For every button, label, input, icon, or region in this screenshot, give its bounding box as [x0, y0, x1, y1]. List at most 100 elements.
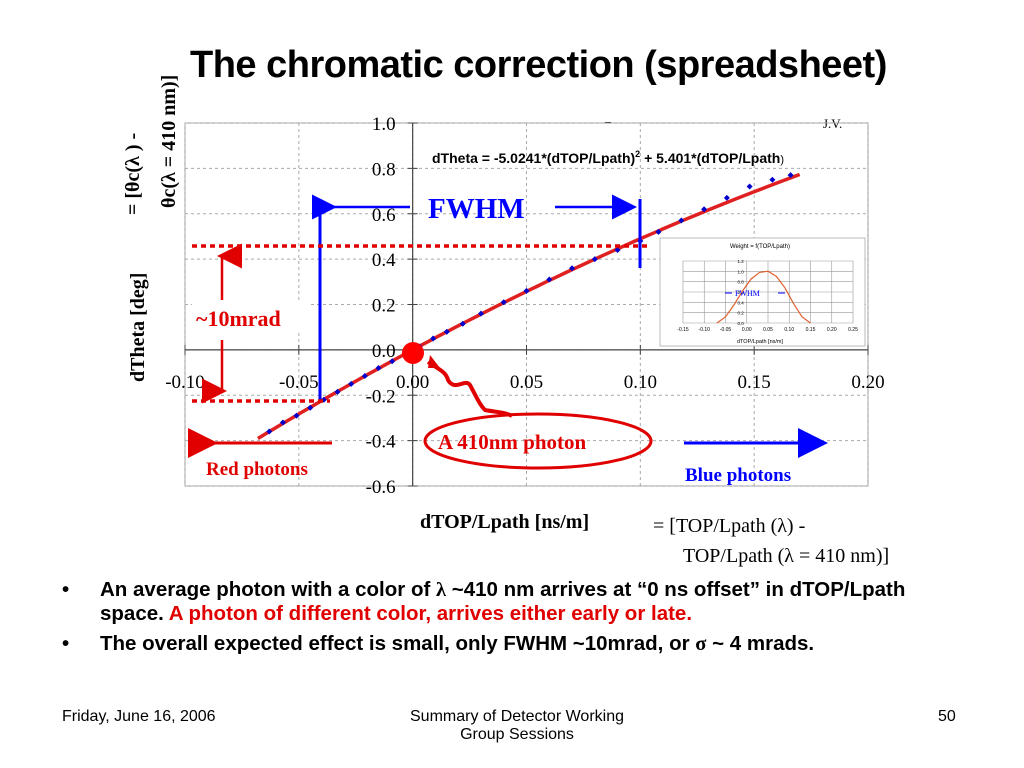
- footer-page-number: 50: [938, 708, 956, 725]
- footer-date: Friday, June 16, 2006: [62, 708, 216, 725]
- data-point: [293, 412, 300, 419]
- main-axes: [184, 122, 869, 487]
- photon-squiggle-head: [428, 355, 440, 368]
- y-tick-label: 0.2: [372, 296, 396, 317]
- data-point: [443, 328, 450, 335]
- y-tick-label: -0.6: [366, 477, 396, 498]
- inset-x-tick-label: 0.00: [742, 327, 752, 333]
- x-tick-label: -0.10: [165, 372, 205, 393]
- bullet-2-sigma: σ: [695, 633, 707, 655]
- x-axis-label: dTOP/Lpath [ns/m]: [420, 511, 589, 533]
- inset-x-label: dTOP/Lpath [ns/m]: [737, 339, 784, 345]
- bullet-1-seg-1: An average photon with a color of: [100, 578, 436, 601]
- bullet-1-red-text: A photon of different color, arrives eit…: [168, 602, 693, 625]
- data-point: [348, 380, 355, 387]
- data-point: [746, 183, 753, 190]
- y-tick-label: 0.0: [372, 341, 396, 362]
- data-point: [591, 256, 598, 263]
- data-point: [723, 194, 730, 201]
- data-point: [523, 287, 530, 294]
- slide-title: The chromatic correction (spreadsheet): [190, 44, 887, 86]
- data-point: [477, 310, 484, 317]
- mrad-label-bg: [192, 303, 310, 333]
- fwhm-label: FWHM: [428, 193, 525, 225]
- y-axis-alt-label-2: θc(λ = 410 nm)]: [158, 75, 180, 208]
- inset-x-tick-label: 0.10: [784, 327, 794, 333]
- bullet-1-lambda: λ: [436, 579, 447, 601]
- data-point: [266, 428, 273, 435]
- x-tick-label: 0.05: [510, 372, 543, 393]
- y-tick-label: 0.4: [372, 250, 396, 271]
- data-point: [701, 206, 708, 213]
- blue-photons-label: Blue photons: [685, 465, 791, 486]
- inset-y-tick-label: 0.0: [737, 321, 744, 326]
- inset-y-tick-label: 0.6: [737, 290, 744, 295]
- inset-x-tick-label: -0.10: [699, 327, 711, 333]
- inset-x-tick-label: -0.15: [677, 327, 689, 333]
- data-point: [459, 320, 466, 327]
- x-tick-label: -0.05: [279, 372, 319, 393]
- data-point: [307, 404, 314, 411]
- inset-x-tick-label: 0.05: [763, 327, 773, 333]
- bullet-2-seg-3: ~ 4 mrads.: [706, 632, 815, 655]
- fit-equation: dTheta = -5.0241*(dTOP/Lpath)2 + 5.401*(…: [432, 149, 784, 166]
- inset-y-tick-labels: 1.2 1.0 0.8 0.6 0.4 0.2 0.0: [737, 259, 744, 326]
- inset-fwhm-label: FWHM: [735, 289, 760, 298]
- mrad-label: ~10mrad: [196, 306, 281, 331]
- x-tick-label: 0.10: [624, 372, 657, 393]
- bullet-2: • The overall expected effect is small, …: [62, 632, 962, 656]
- y-axis-label: dTheta [deg]: [127, 273, 149, 382]
- data-point: [361, 372, 368, 379]
- bullet-1: • An average photon with a color of λ ~4…: [62, 578, 962, 626]
- data-point: [787, 172, 794, 179]
- y-tick-label: 0.8: [372, 159, 396, 180]
- footer-center-line-1: Summary of Detector Working: [410, 708, 624, 725]
- x-tick-label: 0.20: [851, 372, 884, 393]
- photon-410-dot: [402, 342, 424, 364]
- data-point: [500, 299, 507, 306]
- bullet-list: • An average photon with a color of λ ~4…: [62, 578, 962, 662]
- inset-title: Weight = f(TOP/Lpath): [730, 244, 790, 250]
- stray-dash: –: [604, 114, 612, 128]
- inset-x-tick-label: 0.15: [806, 327, 816, 333]
- inset-x-tick-label: -0.05: [720, 327, 732, 333]
- y-tick-label: 0.6: [372, 205, 396, 226]
- y-tick-label: -0.2: [366, 386, 396, 407]
- bullet-2-seg-1: The overall expected effect is small, on…: [100, 632, 696, 655]
- inset-y-tick-label: 0.4: [737, 300, 744, 305]
- x-tick-label: 0.00: [396, 372, 429, 393]
- inset-x-tick-label: 0.25: [848, 327, 858, 333]
- y-axis-alt-label-1: = [θc(λ ) -: [122, 133, 144, 215]
- inset-y-tick-label: 1.0: [737, 269, 744, 274]
- main-y-tick-labels: 1.0 0.8 0.6 0.4 0.2 0.0 -0.2 -0.4 -0.6: [366, 114, 397, 498]
- photon-ellipse: [423, 412, 653, 470]
- red-photons-label: Red photons: [206, 459, 308, 480]
- y-tick-label: 1.0: [372, 114, 396, 135]
- data-point: [430, 335, 437, 342]
- main-x-tick-labels: -0.10 -0.05 0.00 0.05 0.10 0.15 0.20: [165, 372, 884, 393]
- inset-y-tick-label: 0.8: [737, 280, 744, 285]
- data-point: [678, 217, 685, 224]
- data-point: [279, 419, 286, 426]
- y-tick-label: -0.4: [366, 432, 397, 453]
- inset-chart: Weight = f(TOP/Lpath) 1.2 1.0 0.8 0.6 0.4 0.2…: [659, 237, 866, 347]
- x-tick-label: 0.15: [738, 372, 771, 393]
- photon-squiggle: [426, 360, 513, 418]
- data-point: [375, 365, 382, 372]
- data-point: [769, 176, 776, 183]
- data-point: [614, 247, 621, 254]
- inset-x-tick-labels: -0.15 -0.10 -0.05 0.00 0.05 0.10 0.15 0.20 0.25: [677, 327, 858, 333]
- x-axis-alt-label-2: TOP/Lpath (λ = 410 nm)]: [683, 545, 889, 567]
- data-point: [389, 358, 396, 365]
- footer-center: Summary of Detector Working Group Sessio…: [352, 708, 682, 744]
- bullet-dot: •: [62, 632, 70, 655]
- data-point: [546, 276, 553, 283]
- data-point: [569, 265, 576, 272]
- inset-y-tick-label: 0.2: [737, 311, 744, 316]
- inset-x-tick-label: 0.20: [827, 327, 837, 333]
- footer-center-line-2: Group Sessions: [460, 726, 574, 743]
- x-axis-alt-label-1: = [TOP/Lpath (λ) -: [653, 515, 805, 537]
- inset-y-tick-label: 1.2: [737, 259, 744, 264]
- data-point: [655, 228, 662, 235]
